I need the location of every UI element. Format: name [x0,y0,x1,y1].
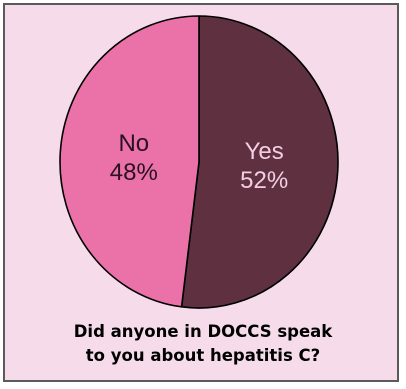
pie-value-no: 48% [110,159,158,186]
pie-slice-yes [180,15,339,309]
caption-line-1: Did anyone in DOCCS speak [73,322,333,341]
pie-label-yes: Yes [245,138,284,165]
pie-value-yes: 52% [240,167,288,194]
chart-caption: Did anyone in DOCCS speak to you about h… [0,320,406,368]
caption-line-2: to you about hepatitis C? [85,346,321,365]
pie-slice-no [59,15,200,308]
pie-label-no: No [118,130,149,157]
pie-slices [59,15,339,309]
